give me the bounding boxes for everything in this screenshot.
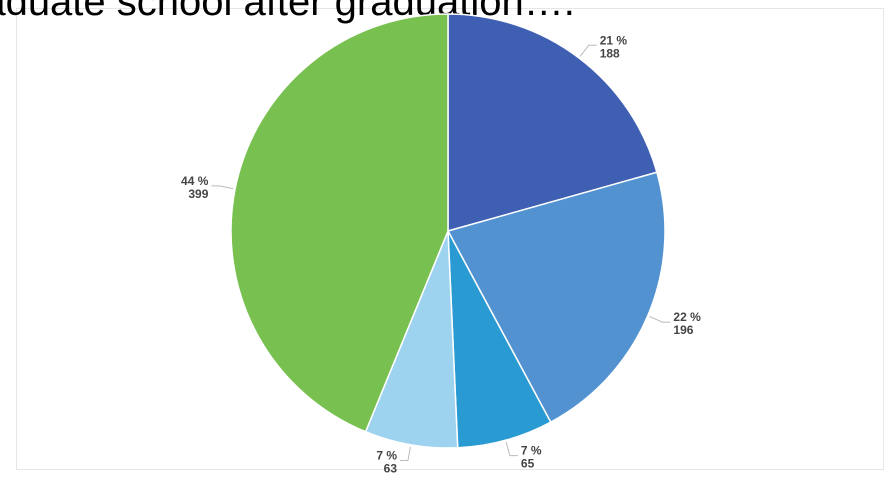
pie-slice-4 — [230, 13, 449, 433]
slice-value-label-1: 196 — [673, 323, 693, 337]
slice-percent-label-2: 7 % — [521, 444, 542, 458]
leader-line-3 — [400, 446, 411, 461]
pie-slice-1 — [446, 171, 666, 424]
slice-percent-label-3: 7 % — [376, 449, 397, 463]
slice-percent-label-1: 22 % — [673, 310, 701, 324]
pie-slice-0 — [447, 13, 658, 232]
slice-percent-label-0: 21 % — [600, 33, 628, 47]
slice-value-label-2: 65 — [521, 457, 535, 471]
pie-slices — [230, 13, 666, 449]
slice-percent-label-4: 44 % — [181, 174, 209, 188]
leader-line-2 — [505, 441, 518, 457]
leader-line-0 — [579, 44, 597, 57]
leader-line-1 — [649, 316, 671, 323]
leader-line-4 — [211, 185, 234, 190]
slice-value-label-3: 63 — [384, 462, 398, 476]
slice-value-label-0: 188 — [600, 46, 620, 60]
slice-value-label-4: 399 — [188, 187, 208, 201]
